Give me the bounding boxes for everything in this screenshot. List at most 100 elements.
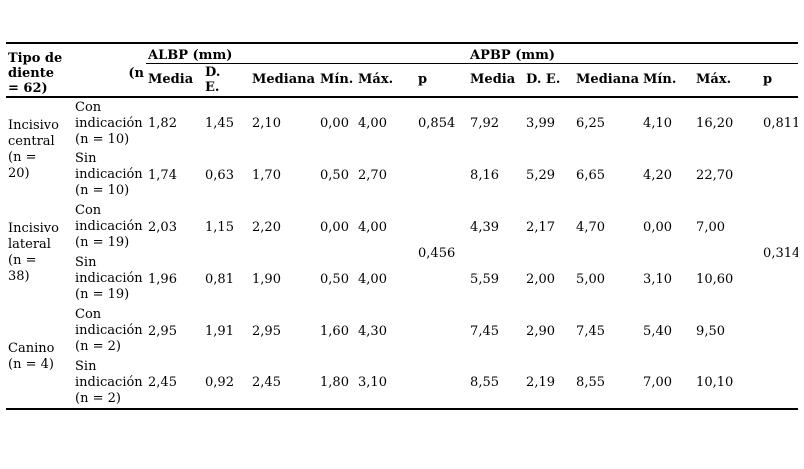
value-cell-apbp-de: 2,19	[526, 375, 555, 390]
value-cell-albp-max: 2,70	[358, 167, 387, 183]
value-cell-albp-mediana: 1,70	[252, 167, 281, 183]
indication-cell: Sin indicación (n = 2)	[75, 358, 143, 406]
value-cell-albp-media: 1,74	[148, 167, 177, 183]
value-cell-albp-min: 0,00	[320, 116, 349, 131]
value-cell-albp-mediana: 2,20	[252, 219, 281, 235]
value-cell-albp-media: 2,45	[148, 375, 177, 390]
value-cell-albp-max: 4,30	[358, 323, 387, 339]
tooth-cell-canino: Canino (n = 4)	[8, 340, 55, 372]
value-cell-albp-min: 0,50	[320, 271, 349, 287]
value-cell-apbp-de: 2,90	[526, 323, 555, 339]
value-cell-apbp-de: 2,17	[526, 219, 555, 235]
col-header-albp-max: Máx.	[356, 63, 417, 98]
group-header-albp: ALBP (mm)	[146, 43, 469, 64]
p-value-cell-apbp	[761, 149, 798, 201]
value-cell-apbp-de: 3,99	[526, 116, 555, 131]
value-cell-albp-media: 1,82	[148, 116, 177, 131]
value-cell-apbp-media: 5,59	[470, 271, 499, 287]
value-cell-apbp-min: 4,20	[643, 167, 672, 183]
value-cell-apbp-mediana: 8,55	[576, 375, 605, 390]
indication-cell: Con indicación (n = 10)	[75, 99, 143, 147]
indication-cell: Sin indicación (n = 19)	[75, 255, 143, 302]
value-cell-apbp-mediana: 6,25	[576, 116, 605, 131]
value-cell-albp-max: 3,10	[358, 375, 387, 390]
value-cell-apbp-mediana: 7,45	[576, 323, 605, 339]
column-header-row: Media D. E. Mediana Mín. Máx. p Media D.…	[6, 63, 799, 98]
table-row-canino-sin: Sin indicación (n = 2) 2,45 0,92 2,45 1,…	[6, 357, 798, 409]
col-header-apbp-mediana: Mediana	[574, 63, 642, 98]
corner-line-2-right: (n	[128, 66, 145, 81]
tooth-cell-incisivo-lateral: Incisivo lateral (n = 38)	[8, 221, 59, 284]
value-cell-albp-de: 1,15	[205, 219, 234, 235]
indication-cell: Con indicación (n = 2)	[75, 307, 143, 354]
group-header-apbp: APBP (mm)	[468, 43, 799, 64]
value-cell-albp-mediana: 1,90	[252, 271, 281, 287]
col-header-apbp-max: Máx.	[694, 63, 762, 98]
value-cell-albp-min: 0,50	[320, 167, 349, 183]
value-cell-apbp-media: 7,92	[470, 116, 499, 131]
p-value-cell-albp	[416, 149, 468, 201]
col-header-apbp-de: D. E.	[524, 63, 575, 98]
value-cell-apbp-max: 7,00	[696, 219, 725, 235]
value-cell-apbp-min: 7,00	[643, 375, 672, 390]
value-cell-apbp-media: 7,45	[470, 323, 499, 339]
table-row-lateral-con: Incisivo lateral (n = 38) Con indicación…	[6, 201, 798, 284]
value-cell-apbp-min: 0,00	[643, 219, 672, 235]
value-cell-apbp-media: 4,39	[470, 219, 499, 235]
table-row-central-con: Incisivo central (n = 20) Con indicación…	[6, 97, 798, 181]
p-value-cell-apbp-span: 0,314	[763, 245, 799, 261]
group-header-row: Tipo de diente (n = 62) ALBP (mm) APBP (mm)	[6, 43, 799, 98]
corner-line-2-left: diente	[8, 66, 55, 81]
value-cell-albp-media: 1,96	[148, 271, 177, 287]
value-cell-albp-media: 2,95	[148, 323, 177, 339]
col-header-albp-mediana: Mediana	[250, 63, 319, 98]
col-header-albp-de: D. E.	[203, 63, 251, 98]
value-cell-apbp-mediana: 5,00	[576, 271, 605, 287]
value-cell-albp-min: 1,80	[320, 375, 349, 390]
value-cell-apbp-de: 5,29	[526, 167, 555, 183]
col-header-albp-media: Media	[146, 63, 204, 98]
value-cell-albp-mediana: 2,10	[252, 116, 281, 131]
col-header-albp-min: Mín.	[318, 63, 357, 98]
value-cell-albp-media: 2,03	[148, 219, 177, 235]
table-row-lateral-sin: Sin indicación (n = 19) 1,96 0,81 1,90 0…	[6, 253, 798, 305]
value-cell-albp-min: 1,60	[320, 323, 349, 339]
value-cell-albp-de: 1,91	[205, 323, 234, 339]
p-value-cell-albp	[416, 357, 468, 409]
value-cell-apbp-max: 16,20	[696, 116, 734, 131]
corner-line-2: diente (n	[8, 66, 144, 81]
value-cell-apbp-max: 10,60	[696, 271, 734, 287]
p-value-cell-albp: 0,854	[418, 116, 456, 131]
value-cell-albp-max: 4,00	[358, 271, 387, 287]
value-cell-albp-de: 0,81	[205, 271, 234, 287]
corner-line-3: = 62)	[8, 81, 48, 96]
value-cell-apbp-mediana: 6,65	[576, 167, 605, 183]
value-cell-albp-mediana: 2,45	[252, 375, 281, 390]
value-cell-apbp-max: 22,70	[696, 167, 734, 183]
indication-cell: Con indicación (n = 19)	[75, 203, 143, 250]
value-cell-apbp-min: 4,10	[643, 116, 672, 131]
tooth-cell-incisivo-central: Incisivo central (n = 20)	[8, 117, 59, 181]
value-cell-albp-mediana: 2,95	[252, 323, 281, 339]
table-row-canino-con: Canino (n = 4) Con indicación (n = 2) 2,…	[6, 305, 798, 372]
p-value-cell-albp	[416, 305, 468, 357]
value-cell-albp-min: 0,00	[320, 219, 349, 235]
p-value-cell-albp-span: 0,456	[418, 245, 456, 261]
p-value-cell-apbp	[761, 305, 798, 357]
value-cell-albp-de: 1,45	[205, 116, 234, 131]
value-cell-albp-de: 0,92	[205, 375, 234, 390]
value-cell-albp-max: 4,00	[358, 219, 387, 235]
tooth-bone-measurements-table: Tipo de diente (n = 62) ALBP (mm) APBP (mm)…	[6, 42, 799, 410]
corner-line-1: Tipo de	[8, 51, 63, 66]
value-cell-apbp-media: 8,16	[470, 167, 499, 183]
value-cell-apbp-de: 2,00	[526, 271, 555, 287]
value-cell-apbp-min: 5,40	[643, 323, 672, 339]
value-cell-apbp-max: 10,10	[696, 375, 734, 390]
col-header-apbp-p: p	[761, 63, 799, 98]
col-header-apbp-min: Mín.	[641, 63, 695, 98]
corner-header: Tipo de diente (n = 62)	[6, 43, 147, 98]
value-cell-albp-max: 4,00	[358, 116, 387, 131]
value-cell-albp-de: 0,63	[205, 167, 234, 183]
value-cell-apbp-max: 9,50	[696, 323, 725, 339]
table-row-central-sin: Sin indicación (n = 10) 1,74 0,63 1,70 0…	[6, 149, 798, 201]
